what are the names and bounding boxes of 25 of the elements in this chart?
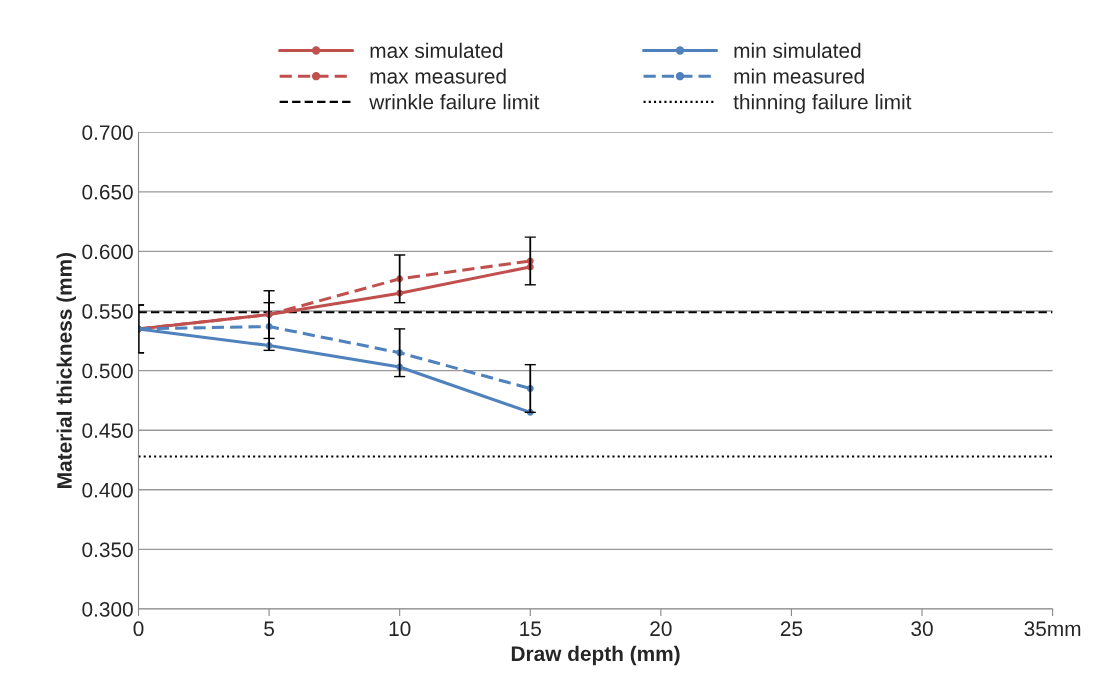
legend-label: max simulated [370, 42, 503, 59]
y-tick-label: 0.550 [82, 304, 133, 319]
y-axis-title: Material thickness (mm) [56, 252, 76, 488]
x-tick-label: 30 [911, 621, 933, 637]
y-tick-label: 0.400 [82, 482, 133, 498]
y-tick-label: 0.350 [82, 542, 133, 558]
x-axis-title: Draw depth (mm) [511, 645, 680, 666]
y-tick-label: 0.450 [82, 423, 133, 438]
y-tick-label: 0.700 [82, 125, 133, 140]
x-tick-label: 10 [389, 621, 411, 637]
x-tick-label: 0 [133, 621, 144, 637]
legend-label: max measured [370, 68, 506, 84]
legend-label: min measured [734, 68, 864, 84]
x-tick-label: 20 [650, 621, 672, 637]
x-tick-label: 25 [780, 621, 803, 637]
x-tick-label: 35mm [1024, 621, 1081, 637]
y-tick-label: 0.600 [82, 244, 133, 260]
legend-label: min simulated [734, 42, 861, 59]
y-tick-label: 0.650 [82, 184, 133, 200]
y-tick-label: 0.300 [82, 602, 133, 617]
y-tick-label: 0.500 [82, 363, 133, 379]
x-tick-label: 5 [264, 621, 275, 637]
x-tick-label: 15 [520, 621, 541, 637]
legend-label: wrinkle failure limit [369, 94, 540, 110]
legend-label: thinning failure limit [733, 94, 912, 114]
